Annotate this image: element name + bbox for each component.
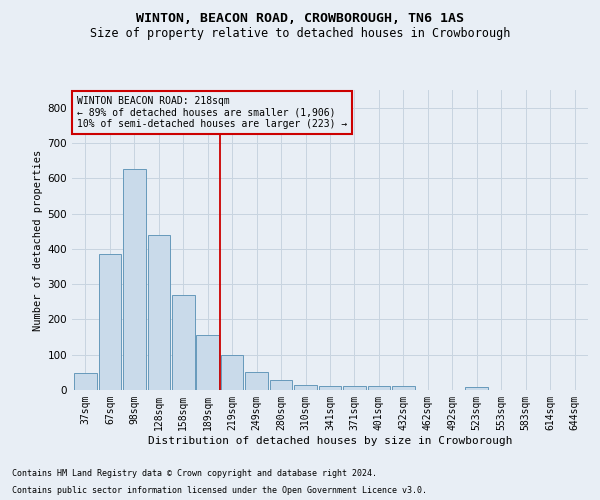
Text: Contains public sector information licensed under the Open Government Licence v3: Contains public sector information licen…	[12, 486, 427, 495]
Text: WINTON, BEACON ROAD, CROWBOROUGH, TN6 1AS: WINTON, BEACON ROAD, CROWBOROUGH, TN6 1A…	[136, 12, 464, 26]
Bar	[270, 380, 292, 390]
Bar	[98, 254, 121, 390]
Bar	[245, 372, 268, 390]
Bar	[196, 336, 219, 390]
Bar	[392, 386, 415, 390]
Bar	[74, 374, 97, 390]
Y-axis label: Number of detached properties: Number of detached properties	[34, 150, 43, 330]
Bar	[343, 386, 366, 390]
Bar	[148, 234, 170, 390]
Bar	[123, 170, 146, 390]
Bar	[221, 356, 244, 390]
Text: Size of property relative to detached houses in Crowborough: Size of property relative to detached ho…	[90, 28, 510, 40]
Bar	[294, 384, 317, 390]
X-axis label: Distribution of detached houses by size in Crowborough: Distribution of detached houses by size …	[148, 436, 512, 446]
Bar	[319, 386, 341, 390]
Bar	[466, 387, 488, 390]
Text: WINTON BEACON ROAD: 218sqm
← 89% of detached houses are smaller (1,906)
10% of s: WINTON BEACON ROAD: 218sqm ← 89% of deta…	[77, 96, 347, 129]
Bar	[172, 296, 194, 390]
Bar	[368, 386, 390, 390]
Text: Contains HM Land Registry data © Crown copyright and database right 2024.: Contains HM Land Registry data © Crown c…	[12, 468, 377, 477]
